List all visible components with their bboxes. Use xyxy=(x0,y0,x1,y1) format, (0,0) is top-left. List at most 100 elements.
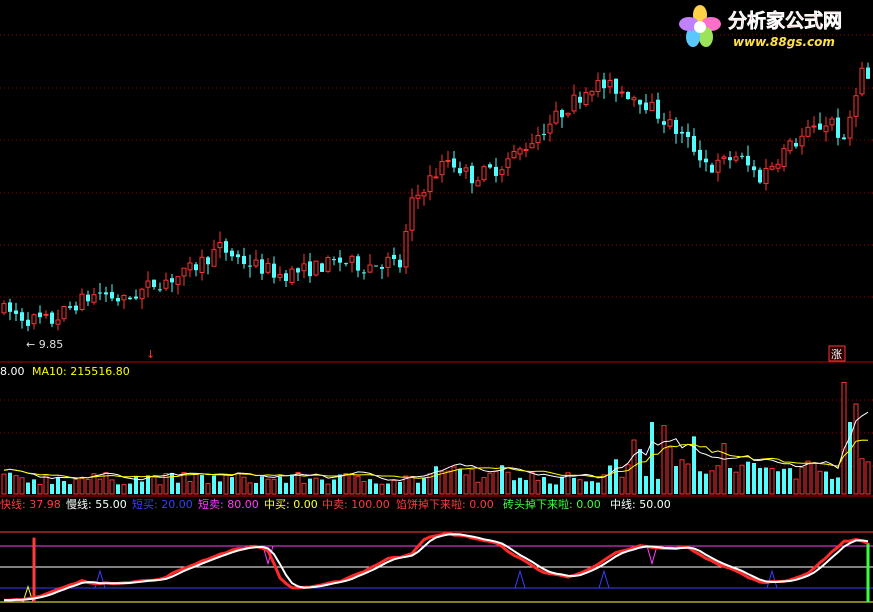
volume-bar-up xyxy=(85,479,91,495)
candle-down xyxy=(284,273,288,281)
candle-down xyxy=(698,149,702,161)
volume-bar-down xyxy=(146,475,150,494)
volume-bar-down xyxy=(848,422,852,494)
candle-down xyxy=(86,294,90,302)
volume-bar-down xyxy=(68,484,72,494)
volume-bar-down xyxy=(836,477,840,494)
volume-bar-down xyxy=(422,478,426,494)
volume-bar-up xyxy=(73,479,79,495)
volume-bar-down xyxy=(512,480,516,494)
volume-bar-down xyxy=(50,483,54,494)
volume-bar-down xyxy=(752,463,756,494)
candle-down xyxy=(320,263,324,272)
volume-bar-up xyxy=(679,459,685,495)
candle-down xyxy=(248,265,252,267)
candle-down xyxy=(728,157,732,161)
candle-up xyxy=(595,80,601,93)
candle-up xyxy=(721,156,727,159)
volume-bar-down xyxy=(782,468,786,494)
candle-up xyxy=(547,123,553,134)
candle-down xyxy=(710,164,714,173)
volume-bar-up xyxy=(187,481,193,495)
volume-bar-up xyxy=(43,474,49,495)
candle-up xyxy=(181,267,187,277)
candle-down xyxy=(704,158,708,163)
candle-down xyxy=(338,257,342,263)
volume-bar-down xyxy=(500,465,504,494)
legend-mid-buy: 中买: 0.00 xyxy=(264,498,318,511)
candle-up xyxy=(253,259,259,267)
volume-bar-down xyxy=(704,473,708,494)
volume-bar-down xyxy=(608,465,612,494)
volume-bar-up xyxy=(193,473,199,495)
volume-bar-down xyxy=(398,481,402,494)
volume-bar-up xyxy=(391,479,397,495)
volume-bar-down xyxy=(200,475,204,494)
volume-bar-up xyxy=(733,471,739,495)
volume-panel xyxy=(1,381,871,495)
candle-down xyxy=(836,117,840,138)
volume-bar-up xyxy=(121,484,127,495)
candle-down xyxy=(128,297,132,300)
candle-down xyxy=(356,256,360,271)
volume-bar-down xyxy=(134,476,138,494)
slow-line xyxy=(3,533,869,602)
volume-bar-up xyxy=(19,477,25,495)
candle-up xyxy=(529,143,535,149)
candle-up xyxy=(733,156,739,161)
volume-bar-up xyxy=(361,481,367,495)
grid-lines xyxy=(0,34,873,467)
volume-bar-up xyxy=(799,466,805,495)
candle-down xyxy=(344,263,348,265)
candle-down xyxy=(740,155,744,157)
candle-up xyxy=(511,151,517,159)
volume-bar-down xyxy=(524,479,528,494)
candle-up xyxy=(163,279,169,289)
candle-down xyxy=(152,279,156,288)
candle-up xyxy=(769,165,775,170)
volume-bar-up xyxy=(715,465,721,495)
candle-down xyxy=(14,310,18,314)
volume-bar-up xyxy=(241,476,247,495)
volume-bar-up xyxy=(445,470,451,495)
candle-down xyxy=(656,99,660,119)
volume-bar-up xyxy=(271,478,277,495)
volume-bar-up xyxy=(619,476,625,495)
volume-bar-up xyxy=(577,479,583,495)
volume-bar-up xyxy=(487,472,493,495)
volume-bar-down xyxy=(218,481,222,494)
candle-down xyxy=(362,272,366,274)
volume-bar-down xyxy=(290,474,294,494)
candle-up xyxy=(445,159,451,162)
volume-bar-down xyxy=(26,482,30,494)
candle-up xyxy=(409,197,415,231)
volume-bar-down xyxy=(764,467,768,494)
volume-legend-ma5: 8.00 xyxy=(0,365,25,378)
volume-bar-down xyxy=(62,481,66,494)
candle-up xyxy=(433,176,439,179)
candle-up xyxy=(367,264,373,273)
volume-bar-up xyxy=(475,481,481,495)
candle-down xyxy=(74,305,78,311)
volume-bar-up xyxy=(151,476,157,495)
volume-bar-up xyxy=(355,475,361,495)
candle-up xyxy=(43,313,49,316)
candle-down xyxy=(746,155,750,166)
volume-bar-down xyxy=(458,468,462,494)
candle-up xyxy=(325,256,331,272)
volume-bar-up xyxy=(667,446,673,495)
volume-bar-up xyxy=(157,484,163,495)
candle-down xyxy=(116,297,120,302)
volume-ma10-line xyxy=(3,439,869,479)
volume-bar-down xyxy=(614,459,618,494)
volume-bar-down xyxy=(674,466,678,494)
volume-bar-up xyxy=(853,403,859,495)
volume-bar-down xyxy=(170,472,174,494)
candle-up xyxy=(145,280,151,288)
candle-up xyxy=(415,194,421,199)
candle-down xyxy=(686,131,690,138)
candle-up xyxy=(847,116,853,139)
volume-bar-down xyxy=(650,422,654,494)
volume-bar-down xyxy=(176,482,180,494)
short-buy-spike xyxy=(598,569,610,589)
